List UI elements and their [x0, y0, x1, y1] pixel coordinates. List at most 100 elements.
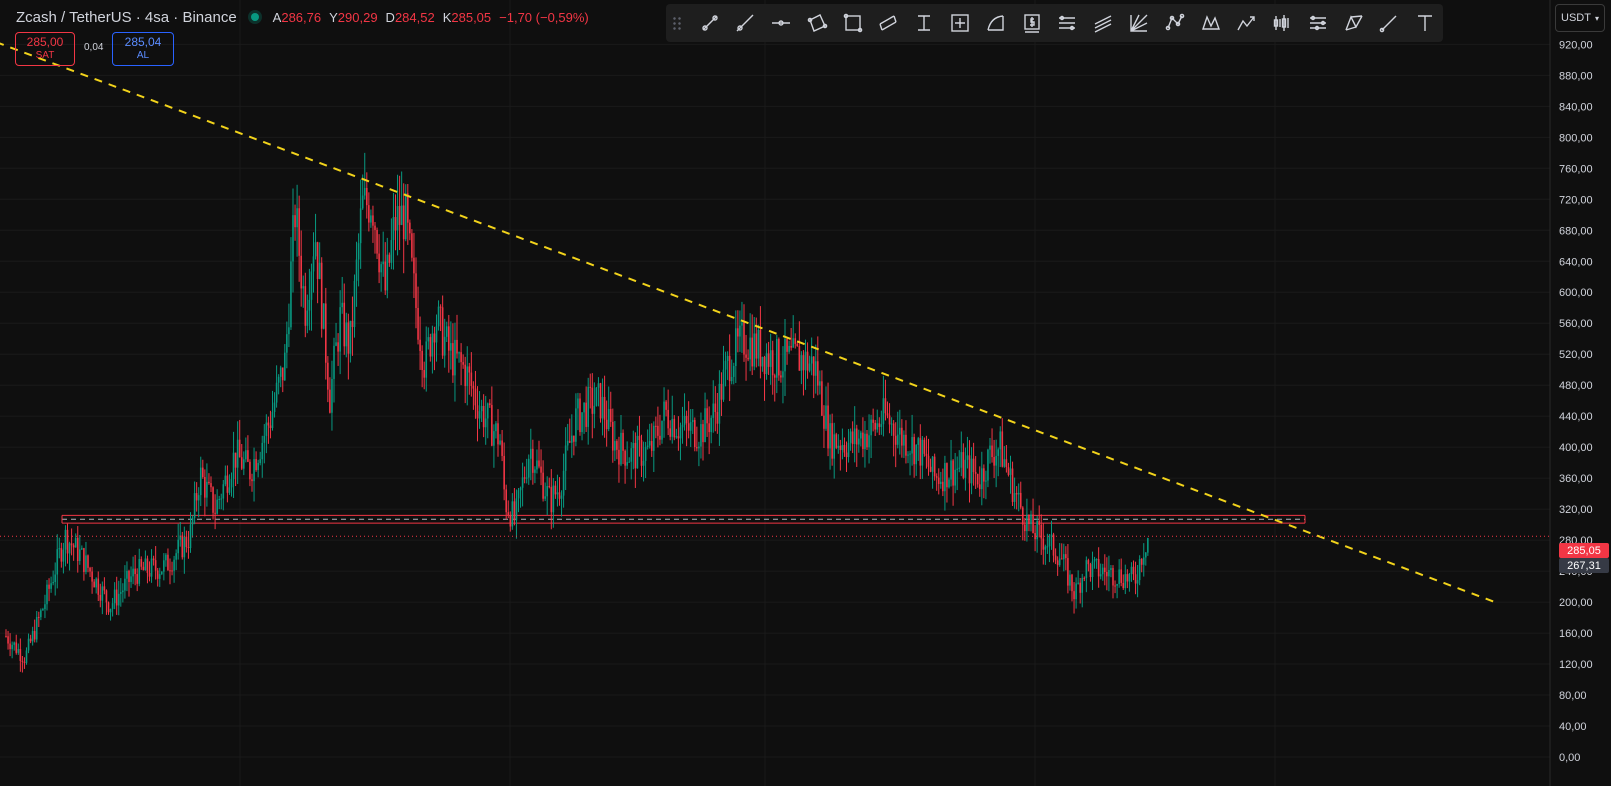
candle-body	[642, 460, 645, 466]
candle-body	[99, 594, 102, 601]
candle-body	[411, 233, 413, 258]
spread-value: 0,04	[84, 42, 104, 53]
path-icon[interactable]	[1228, 8, 1264, 38]
candle-body	[294, 215, 296, 228]
ray-icon[interactable]	[727, 8, 763, 38]
candle-body	[25, 650, 28, 663]
candle-body	[460, 352, 462, 363]
candle-body	[212, 487, 214, 513]
candle-body	[101, 586, 104, 601]
candle-body	[441, 307, 444, 356]
candle-body	[380, 264, 382, 273]
candle-body	[577, 398, 579, 409]
parallel-channel-icon[interactable]	[871, 8, 907, 38]
arc-icon[interactable]	[978, 8, 1014, 38]
candle-body	[790, 345, 792, 348]
currency-selector[interactable]: USDT ▾	[1555, 4, 1605, 32]
fib-fan-icon[interactable]	[1121, 8, 1157, 38]
drag-handle-icon[interactable]	[672, 16, 682, 30]
candle-body	[702, 424, 704, 443]
candle-body	[413, 257, 415, 274]
sell-button[interactable]: 285,00 SAT	[15, 32, 75, 66]
text-icon[interactable]	[1407, 8, 1443, 38]
candle-body	[210, 483, 212, 488]
candle-body	[552, 485, 555, 513]
candle-body	[240, 457, 243, 469]
candle-body	[1130, 566, 1133, 575]
horizontal-ray-icon[interactable]	[763, 8, 799, 38]
candle-body	[720, 383, 723, 400]
candle-body	[819, 381, 821, 386]
price-tick-label: 360,00	[1559, 473, 1593, 485]
candle-body	[402, 205, 405, 240]
bar-pattern-icon[interactable]	[1264, 8, 1300, 38]
secondary-price-tag: 267,31	[1559, 558, 1609, 573]
candle-body	[236, 439, 239, 468]
candle-body	[13, 642, 15, 645]
candle-body	[443, 336, 446, 356]
candle-body	[579, 398, 581, 433]
polyline-icon[interactable]	[1157, 8, 1193, 38]
candle-body	[339, 307, 341, 352]
candle-body	[1114, 585, 1116, 587]
candle-body	[386, 254, 389, 291]
candle-body	[929, 466, 932, 472]
candle-body	[288, 327, 290, 335]
descending-trendline[interactable]	[0, 21, 1496, 604]
resistance-zone[interactable]	[61, 514, 1306, 524]
candle-body	[665, 401, 667, 410]
xabcd-pattern-icon[interactable]	[1193, 8, 1229, 38]
candle-body	[905, 434, 907, 456]
candle-body	[978, 484, 981, 490]
candle-body	[735, 328, 737, 367]
vertical-text-icon[interactable]	[906, 8, 942, 38]
candle-body	[962, 452, 965, 478]
candle-body	[140, 559, 143, 567]
candle-body	[204, 477, 206, 498]
candle-body	[64, 529, 67, 550]
horizontal-lines-icon[interactable]	[1049, 8, 1085, 38]
candle-body	[19, 649, 22, 661]
candle-body	[999, 431, 1002, 450]
candle-body	[1136, 580, 1139, 584]
brush-icon[interactable]	[1372, 8, 1408, 38]
candle-body	[573, 435, 575, 442]
rotated-rectangle-icon[interactable]	[799, 8, 835, 38]
trend-line-icon[interactable]	[692, 8, 728, 38]
candle-body	[23, 661, 26, 663]
price-tick-label: 0,00	[1559, 752, 1580, 764]
candle-body	[907, 454, 909, 456]
projection-icon[interactable]	[1300, 8, 1336, 38]
candle-body	[513, 501, 516, 521]
candle-body	[607, 408, 610, 430]
candle-body	[1001, 431, 1004, 467]
candle-body	[933, 456, 936, 477]
candle-body	[193, 493, 196, 518]
candle-body	[667, 409, 669, 429]
candle-body	[72, 545, 75, 548]
rectangle-icon[interactable]	[835, 8, 871, 38]
candle-body	[17, 649, 20, 653]
candle-body	[575, 408, 577, 442]
candle-body	[568, 440, 571, 443]
candle-body	[724, 360, 727, 370]
candle-body	[739, 325, 741, 337]
candle-body	[544, 496, 546, 499]
price-label-icon[interactable]	[1014, 8, 1050, 38]
buy-button[interactable]: 285,04 AL	[112, 32, 174, 66]
candle-body	[689, 422, 692, 431]
candle-body	[62, 549, 65, 562]
price-axis[interactable]: 920,00 880,00 840,00 800,00 760,00 720,00 680,…	[1549, 0, 1593, 786]
pitchfork-icon[interactable]	[1085, 8, 1121, 38]
candle-body	[890, 423, 893, 425]
candle-body	[407, 193, 409, 223]
crosshair-box-icon[interactable]	[942, 8, 978, 38]
candle-body	[609, 408, 612, 422]
candle-body	[786, 339, 788, 352]
symbol-title[interactable]: Zcash / TetherUS · 4sa · Binance	[16, 8, 237, 26]
candle-body	[493, 431, 495, 446]
triangle-pattern-icon[interactable]	[1336, 8, 1372, 38]
candle-body	[700, 424, 702, 447]
candle-body	[622, 432, 624, 451]
